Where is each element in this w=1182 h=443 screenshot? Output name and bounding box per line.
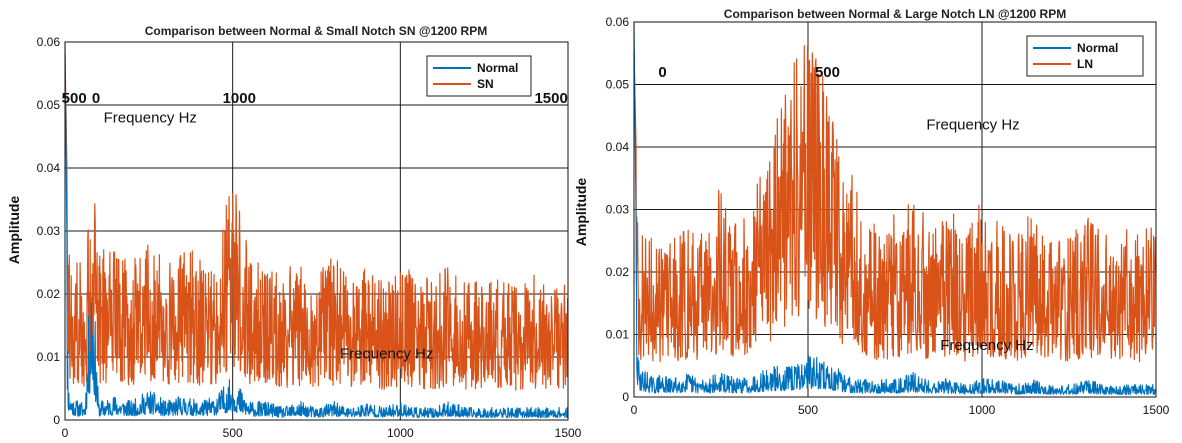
annotation-text: 500	[62, 90, 87, 107]
x-tick-label: 500	[223, 426, 243, 440]
y-tick-label: 0.03	[37, 224, 61, 238]
chart-large-notch: Comparison between Normal & Large Notch …	[573, 7, 1170, 417]
legend-entry: Normal	[477, 61, 518, 75]
series-line-normal	[633, 21, 1157, 396]
y-tick-label: 0.03	[606, 203, 630, 217]
y-tick-label: 0.05	[606, 78, 630, 92]
series-group	[64, 41, 569, 419]
legend: Normal SN	[426, 55, 532, 97]
series-group	[633, 21, 1157, 396]
plot-frame	[633, 21, 1157, 398]
y-tick-label: 0.01	[37, 350, 61, 364]
annotation-text: Frequency Hz	[940, 337, 1033, 354]
legend-entry: Normal	[1077, 41, 1118, 55]
x-tick-label: 500	[798, 403, 818, 417]
annotation-text: 0	[92, 90, 100, 107]
chart-small-notch: Comparison between Normal & Small Notch …	[6, 24, 582, 440]
annotation-text: 500	[815, 64, 840, 81]
chart-title: Comparison between Normal & Large Notch …	[724, 7, 1066, 21]
y-axis-label: Amplitude	[6, 196, 22, 265]
annotation-text: Frequency Hz	[926, 117, 1019, 134]
y-tick-label: 0.05	[37, 98, 61, 112]
annotation-text: Frequency Hz	[104, 110, 197, 127]
series-line-ln	[633, 45, 1157, 363]
annotations: 0 500 Frequency Hz Frequency Hz	[658, 64, 1033, 354]
x-tick-label: 1500	[1143, 403, 1170, 417]
legend-entry: LN	[1077, 57, 1093, 71]
x-tick-label: 1500	[555, 426, 582, 440]
x-tick-label: 0	[631, 403, 638, 417]
y-tick-label: 0.04	[37, 161, 61, 175]
tick-labels: 0 500 1000 1500 0 0.01 0.02 0.03 0.04 0.05 0.06	[37, 35, 582, 440]
y-axis-label: Amplitude	[573, 178, 589, 247]
series-line-normal	[64, 41, 569, 419]
legend-entry: SN	[477, 77, 494, 91]
annotations: 500 0 1000 1500 Frequency Hz Frequency Hz	[62, 90, 568, 362]
annotation-text: 1000	[223, 90, 256, 107]
x-tick-label: 1000	[387, 426, 414, 440]
annotation-text: 1500	[534, 90, 567, 107]
plot-frame	[64, 41, 569, 421]
annotation-text: Frequency Hz	[340, 345, 433, 362]
x-tick-label: 1000	[969, 403, 996, 417]
y-tick-label: 0	[53, 413, 60, 427]
legend-box	[426, 55, 532, 97]
series-line-sn	[64, 54, 569, 391]
y-tick-label: 0.01	[606, 328, 630, 342]
y-tick-label: 0.06	[606, 15, 630, 29]
chart-title: Comparison between Normal & Small Notch …	[145, 24, 487, 38]
y-tick-label: 0.02	[606, 265, 630, 279]
y-tick-label: 0.02	[37, 287, 61, 301]
x-tick-label: 0	[62, 426, 69, 440]
y-tick-label: 0	[622, 390, 629, 404]
tick-labels: 0 500 1000 1500 0 0.01 0.02 0.03 0.04 0.05 0.06	[606, 15, 1170, 417]
legend-box	[1026, 35, 1144, 77]
legend: Normal LN	[1026, 35, 1144, 77]
y-tick-label: 0.06	[37, 35, 61, 49]
y-tick-label: 0.04	[606, 140, 630, 154]
annotation-text: 0	[658, 64, 666, 81]
